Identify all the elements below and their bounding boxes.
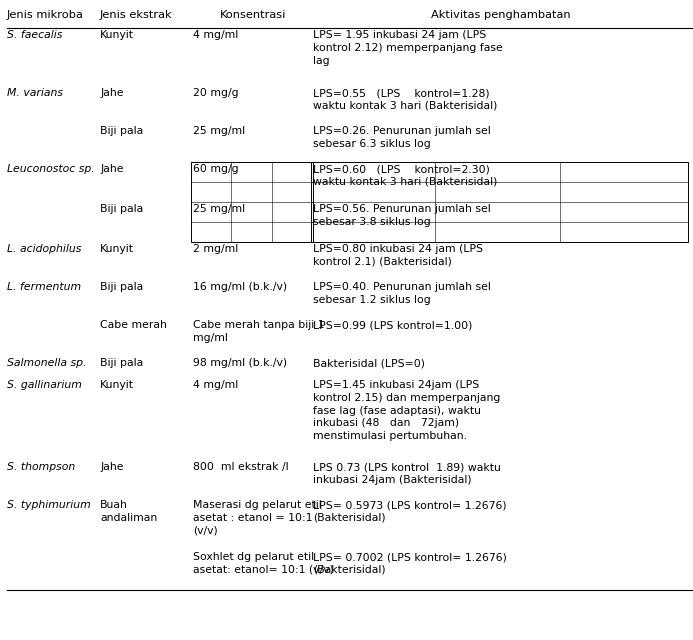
Text: Buah
andaliman: Buah andaliman xyxy=(100,500,157,523)
Text: LPS=0.56. Penurunan jumlah sel
sebesar 3.8 siklus log: LPS=0.56. Penurunan jumlah sel sebesar 3… xyxy=(313,204,491,227)
Text: Biji pala: Biji pala xyxy=(100,358,143,368)
Text: Jenis ekstrak: Jenis ekstrak xyxy=(100,10,173,20)
Text: Soxhlet dg pelarut etil
asetat: etanol= 10:1 (v/v): Soxhlet dg pelarut etil asetat: etanol= … xyxy=(193,552,334,575)
Text: 98 mg/ml (b.k./v): 98 mg/ml (b.k./v) xyxy=(193,358,287,368)
Text: LPS=0.99 (LPS kontrol=1.00): LPS=0.99 (LPS kontrol=1.00) xyxy=(313,320,473,330)
Bar xyxy=(311,162,688,242)
Text: Kunyit: Kunyit xyxy=(100,30,134,40)
Text: Jahe: Jahe xyxy=(100,88,123,98)
Text: LPS=1.45 inkubasi 24jam (LPS
kontrol 2.15) dan memperpanjang
fase lag (fase adap: LPS=1.45 inkubasi 24jam (LPS kontrol 2.1… xyxy=(313,380,500,441)
Text: LPS= 1.95 inkubasi 24 jam (LPS
kontrol 2.12) memperpanjang fase
lag: LPS= 1.95 inkubasi 24 jam (LPS kontrol 2… xyxy=(313,30,502,66)
Text: Cabe merah: Cabe merah xyxy=(100,320,167,330)
Text: Jenis mikroba: Jenis mikroba xyxy=(7,10,84,20)
Text: 60 mg/g: 60 mg/g xyxy=(193,164,238,174)
Text: LPS=0.26. Penurunan jumlah sel
sebesar 6.3 siklus log: LPS=0.26. Penurunan jumlah sel sebesar 6… xyxy=(313,126,491,148)
Text: S. thompson: S. thompson xyxy=(7,462,76,472)
Text: L. fermentum: L. fermentum xyxy=(7,282,81,292)
Text: 16 mg/ml (b.k./v): 16 mg/ml (b.k./v) xyxy=(193,282,287,292)
Text: LPS= 0.7002 (LPS kontrol= 1.2676)
(Bakterisidal): LPS= 0.7002 (LPS kontrol= 1.2676) (Bakte… xyxy=(313,552,507,575)
Text: Jahe: Jahe xyxy=(100,462,123,472)
Text: 4 mg/ml: 4 mg/ml xyxy=(193,30,238,40)
Text: 25 mg/ml: 25 mg/ml xyxy=(193,126,245,136)
Text: L. acidophilus: L. acidophilus xyxy=(7,244,81,254)
Text: Biji pala: Biji pala xyxy=(100,204,143,214)
Text: 20 mg/g: 20 mg/g xyxy=(193,88,238,98)
Text: 800  ml ekstrak /l: 800 ml ekstrak /l xyxy=(193,462,288,472)
Text: LPS=0.80 inkubasi 24 jam (LPS
kontrol 2.1) (Bakterisidal): LPS=0.80 inkubasi 24 jam (LPS kontrol 2.… xyxy=(313,244,483,267)
Text: S. typhimurium: S. typhimurium xyxy=(7,500,91,510)
Text: S. gallinarium: S. gallinarium xyxy=(7,380,82,390)
Text: 25 mg/ml: 25 mg/ml xyxy=(193,204,245,214)
Text: M. varians: M. varians xyxy=(7,88,63,98)
Text: Maserasi dg pelarut etil
asetat : etanol = 10:1
(v/v): Maserasi dg pelarut etil asetat : etanol… xyxy=(193,500,322,536)
Text: Leuconostoc sp.: Leuconostoc sp. xyxy=(7,164,95,174)
Text: S. faecalis: S. faecalis xyxy=(7,30,62,40)
Text: LPS=0.60   (LPS    kontrol=2.30)
waktu kontak 3 hari (Bakterisidal): LPS=0.60 (LPS kontrol=2.30) waktu kontak… xyxy=(313,164,498,187)
Text: Biji pala: Biji pala xyxy=(100,282,143,292)
Text: LPS=0.40. Penurunan jumlah sel
sebesar 1.2 siklus log: LPS=0.40. Penurunan jumlah sel sebesar 1… xyxy=(313,282,491,305)
Text: Kunyit: Kunyit xyxy=(100,380,134,390)
Text: Kunyit: Kunyit xyxy=(100,244,134,254)
Text: Jahe: Jahe xyxy=(100,164,123,174)
Text: Cabe merah tanpa biji 1
mg/ml: Cabe merah tanpa biji 1 mg/ml xyxy=(193,320,324,343)
Text: LPS 0.73 (LPS kontrol  1.89) waktu
inkubasi 24jam (Bakterisidal): LPS 0.73 (LPS kontrol 1.89) waktu inkuba… xyxy=(313,462,501,485)
Bar xyxy=(191,162,313,242)
Text: 2 mg/ml: 2 mg/ml xyxy=(193,244,238,254)
Text: Konsentrasi: Konsentrasi xyxy=(220,10,286,20)
Text: Biji pala: Biji pala xyxy=(100,126,143,136)
Text: LPS= 0.5973 (LPS kontrol= 1.2676)
(Bakterisidal): LPS= 0.5973 (LPS kontrol= 1.2676) (Bakte… xyxy=(313,500,507,523)
Text: Bakterisidal (LPS=0): Bakterisidal (LPS=0) xyxy=(313,358,425,368)
Text: 4 mg/ml: 4 mg/ml xyxy=(193,380,238,390)
Text: LPS=0.55   (LPS    kontrol=1.28)
waktu kontak 3 hari (Bakterisidal): LPS=0.55 (LPS kontrol=1.28) waktu kontak… xyxy=(313,88,498,111)
Text: Salmonella sp.: Salmonella sp. xyxy=(7,358,87,368)
Text: Aktivitas penghambatan: Aktivitas penghambatan xyxy=(430,10,570,20)
